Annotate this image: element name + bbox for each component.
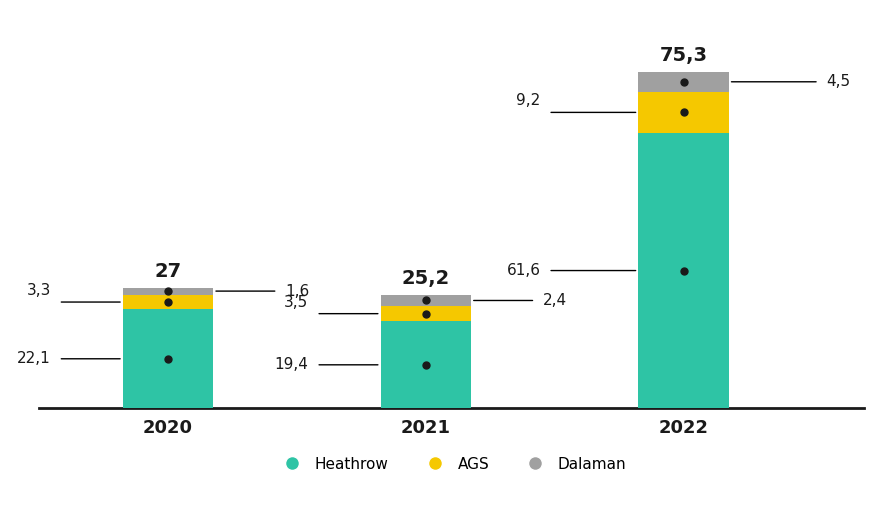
Text: 19,4: 19,4 — [274, 358, 308, 372]
Bar — [380, 306, 471, 322]
Text: 3,3: 3,3 — [26, 283, 51, 298]
Text: 75,3: 75,3 — [658, 46, 707, 65]
Bar — [380, 322, 471, 408]
Text: 61,6: 61,6 — [506, 263, 540, 278]
Text: 9,2: 9,2 — [515, 93, 540, 109]
Bar — [123, 310, 213, 408]
Text: 3,5: 3,5 — [284, 294, 308, 310]
Legend: Heathrow, AGS, Dalaman: Heathrow, AGS, Dalaman — [269, 449, 633, 479]
Text: 22,1: 22,1 — [17, 351, 51, 366]
Bar — [637, 72, 728, 92]
Text: 25,2: 25,2 — [401, 269, 450, 289]
Bar — [123, 288, 213, 295]
Bar — [380, 295, 471, 306]
Text: 1,6: 1,6 — [285, 283, 309, 299]
Text: 27: 27 — [155, 262, 182, 281]
Text: 4,5: 4,5 — [825, 74, 850, 89]
Text: 2,4: 2,4 — [543, 293, 566, 308]
Bar — [123, 295, 213, 310]
Bar — [637, 92, 728, 133]
Bar — [637, 133, 728, 408]
